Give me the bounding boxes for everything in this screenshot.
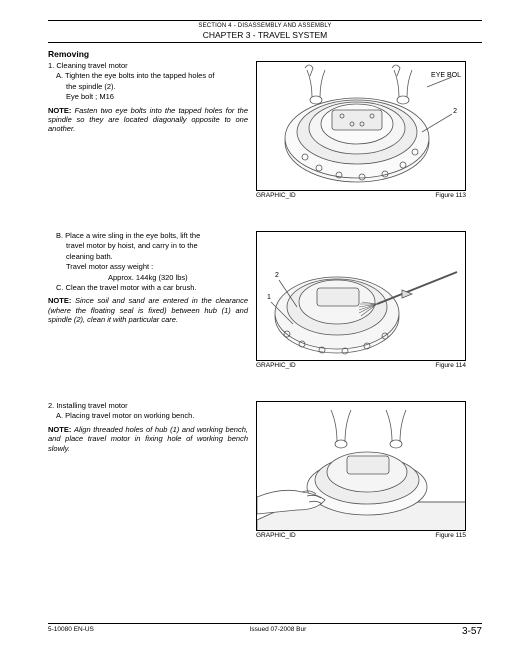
callout-eyebolt: EYE BOL: [431, 72, 461, 79]
step1: 1. Cleaning travel motor: [48, 61, 248, 70]
note1-body: Fasten two eye bolts into the tapped hol…: [48, 106, 248, 134]
removing-heading: Removing: [48, 49, 482, 59]
footer-center: Issued 07-2008 Bur: [250, 626, 307, 637]
note1-label: NOTE:: [48, 106, 71, 115]
step1b-l3: cleaning bath.: [48, 252, 248, 261]
note3-body: Align threaded holes of hub (1) and work…: [48, 425, 248, 453]
fig114-callout-1: 1: [267, 294, 271, 301]
chapter-header: CHAPTER 3 - TRAVEL SYSTEM: [48, 30, 482, 40]
note3-label: NOTE:: [48, 425, 71, 434]
step1bc-text: B. Place a wire sling in the eye bolts, …: [48, 231, 248, 369]
step1b-l1: B. Place a wire sling in the eye bolts, …: [48, 231, 248, 240]
step1a-line3: Eye bolt ; M16: [48, 92, 248, 101]
fig114-graphic-id: GRAPHIC_ID: [256, 362, 296, 369]
figure-113-image: EYE BOL 2: [256, 61, 466, 191]
step1a-line1: A. Tighten the eye bolts into the tapped…: [48, 71, 248, 80]
step1b-l2: travel motor by hoist, and carry in to t…: [48, 241, 248, 250]
step1b-l4: Travel motor assy weight :: [48, 262, 248, 271]
step1a-line2: the spindle (2).: [48, 82, 248, 91]
page-footer: 5-10080 EN-US Issued 07-2008 Bur 3-57: [48, 623, 482, 637]
note3: NOTE: Align threaded holes of hub (1) an…: [48, 425, 248, 453]
step1c: C. Clean the travel motor with a car bru…: [48, 283, 248, 292]
fig114-callout-2: 2: [275, 272, 279, 279]
step1-text: 1. Cleaning travel motor A. Tighten the …: [48, 61, 248, 199]
note1: NOTE: Fasten two eye bolts into the tapp…: [48, 106, 248, 134]
fig115-caption: Figure 115: [435, 532, 466, 539]
fig113-graphic-id: GRAPHIC_ID: [256, 192, 296, 199]
page-number: 3-57: [462, 626, 482, 637]
figure-115-image: [256, 401, 466, 531]
step2: 2. Installing travel motor: [48, 401, 248, 410]
note2: NOTE: Since soil and sand are entered in…: [48, 296, 248, 324]
section-header: SECTION 4 - DISASSEMBLY AND ASSEMBLY: [48, 23, 482, 29]
figure-114-image: 1 2: [256, 231, 466, 361]
fig115-graphic-id: GRAPHIC_ID: [256, 532, 296, 539]
step1b-l5: Approx. 144kg (320 lbs): [48, 273, 248, 282]
step2a: A. Placing travel motor on working bench…: [48, 411, 248, 420]
footer-left: 5-10080 EN-US: [48, 626, 94, 637]
note2-body: Since soil and sand are entered in the c…: [48, 296, 248, 324]
fig113-caption: Figure 113: [435, 192, 466, 199]
callout-2: 2: [453, 108, 457, 115]
note2-label: NOTE:: [48, 296, 71, 305]
fig114-caption: Figure 114: [435, 362, 466, 369]
step2-text: 2. Installing travel motor A. Placing tr…: [48, 401, 248, 539]
